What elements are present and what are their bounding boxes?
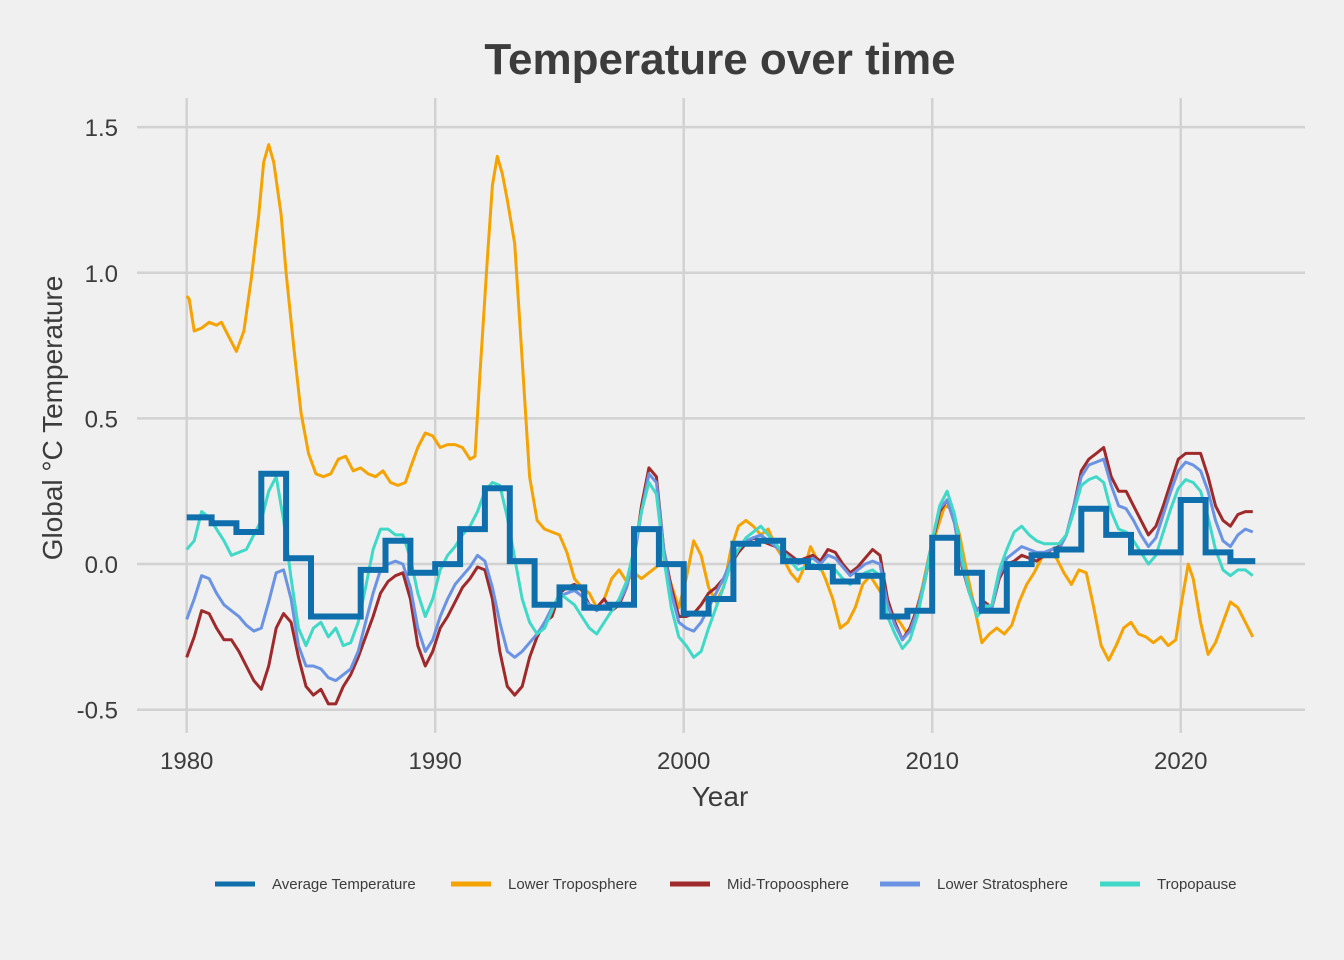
x-tick-label: 1990 — [409, 748, 462, 775]
x-tick-label: 2010 — [906, 748, 959, 775]
y-axis-ticks: -0.5 0.0 0.5 1.0 1.5 — [77, 115, 118, 725]
x-tick-label: 1980 — [160, 748, 213, 775]
series-line-average-temperature — [186, 470, 1256, 620]
x-axis-ticks: 1980 1990 2000 2010 2020 — [160, 748, 1207, 775]
y-tick-label: 0.5 — [85, 406, 118, 433]
chart-title: Temperature over time — [484, 35, 955, 84]
x-axis-label: Year — [692, 781, 749, 812]
legend-label: Tropopause — [1157, 876, 1237, 893]
x-tick-label: 2000 — [657, 748, 710, 775]
y-tick-label: 1.5 — [85, 115, 118, 142]
legend: Average Temperature Lower Troposphere Mid-… — [215, 876, 1237, 893]
series-line-lower-troposphere — [185, 143, 1255, 662]
x-tick-label: 2020 — [1154, 748, 1207, 775]
legend-label: Mid-Tropoosphere — [727, 876, 849, 893]
legend-label: Lower Stratosphere — [937, 876, 1068, 893]
y-axis-label: Global °C Temperature — [37, 276, 68, 561]
legend-label: Lower Troposphere — [508, 876, 637, 893]
legend-label: Average Temperature — [272, 876, 416, 893]
series-line-lower-stratosphere — [185, 457, 1254, 683]
series-layer — [185, 143, 1256, 706]
y-tick-label: -0.5 — [77, 698, 118, 725]
y-tick-label: 0.0 — [85, 552, 118, 579]
grid — [137, 98, 1305, 733]
y-tick-label: 1.0 — [85, 261, 118, 288]
